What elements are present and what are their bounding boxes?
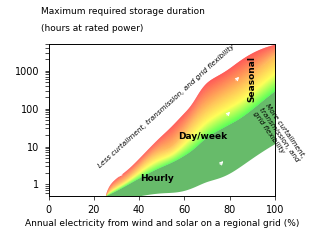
Text: More curtailment,
transmission, and
grid flexibility: More curtailment, transmission, and grid… xyxy=(252,103,306,167)
Text: Hourly: Hourly xyxy=(140,174,174,183)
Text: Maximum required storage duration: Maximum required storage duration xyxy=(41,7,205,16)
X-axis label: Annual electricity from wind and solar on a regional grid (%): Annual electricity from wind and solar o… xyxy=(25,219,299,228)
Text: Day/week: Day/week xyxy=(178,132,227,141)
Text: Seasonal: Seasonal xyxy=(248,56,257,102)
Text: (hours at rated power): (hours at rated power) xyxy=(41,24,144,33)
Text: Less curtailment, transmission, and grid flexibility: Less curtailment, transmission, and grid… xyxy=(97,43,236,168)
